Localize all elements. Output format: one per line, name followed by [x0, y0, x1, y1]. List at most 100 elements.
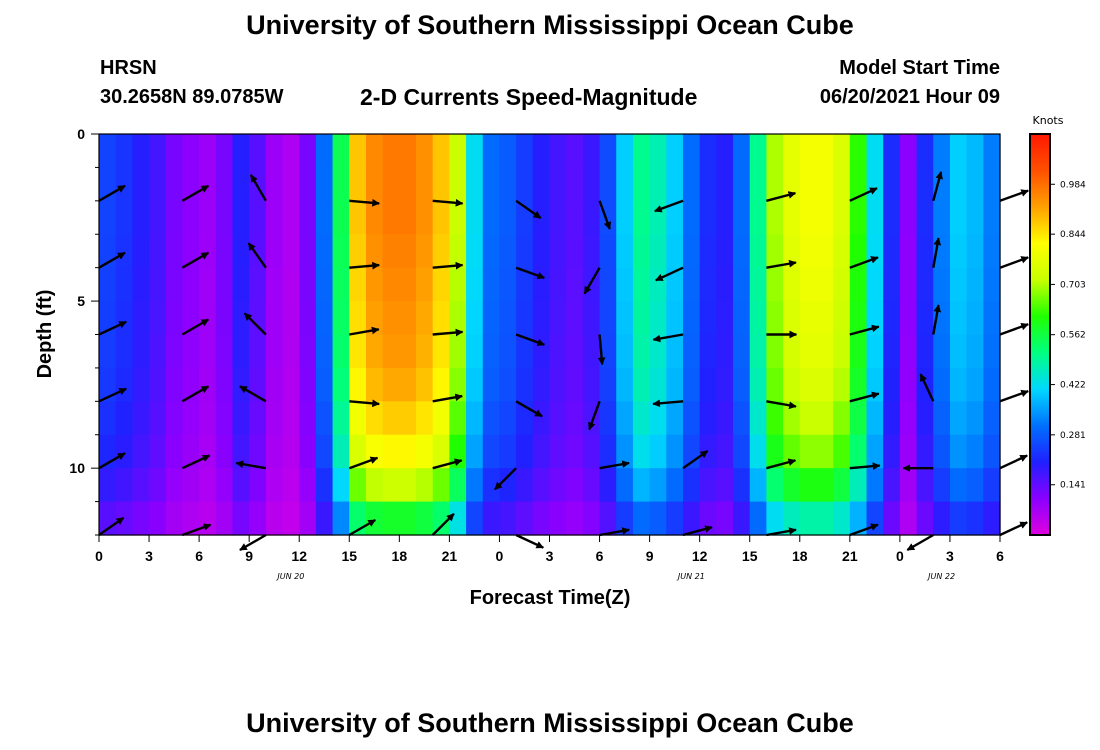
heatmap-cell — [616, 434, 634, 469]
heatmap-cell — [666, 334, 684, 369]
heatmap-cell — [649, 301, 667, 336]
current-vector-arrow — [849, 187, 878, 202]
heatmap-cell — [449, 234, 467, 269]
x-tick-label: 12 — [692, 548, 708, 564]
heatmap-cell — [265, 468, 284, 503]
heatmap-cell — [399, 401, 417, 436]
heatmap-cell — [249, 501, 267, 536]
heatmap-cell — [549, 367, 567, 402]
heatmap-cell — [716, 167, 734, 202]
heatmap-cell — [399, 267, 417, 302]
heatmap-cell — [682, 334, 701, 369]
heatmap-cell — [365, 234, 384, 269]
heatmap-cell — [199, 501, 217, 536]
heatmap-cell — [566, 134, 584, 169]
heatmap-cell — [416, 401, 434, 436]
heatmap-cell — [966, 200, 984, 235]
heatmap-cell — [682, 200, 701, 235]
heatmap-cell — [499, 401, 517, 436]
heatmap-cell — [682, 401, 701, 436]
heatmap-cell — [749, 401, 768, 436]
heatmap-cell — [466, 200, 484, 235]
heatmap-cell — [215, 167, 234, 202]
heatmap-cell — [632, 267, 651, 302]
heatmap-cell — [265, 301, 284, 336]
heatmap-cell — [966, 434, 984, 469]
heatmap-cell — [616, 167, 634, 202]
heatmap-cell — [299, 234, 317, 269]
heatmap-cell — [99, 200, 117, 235]
heatmap-cell — [132, 434, 150, 469]
heatmap-cell — [616, 200, 634, 235]
heatmap-cell — [215, 334, 234, 369]
heatmap-cell — [115, 167, 133, 202]
heatmap-cell — [849, 267, 868, 302]
heatmap-cell — [783, 267, 801, 302]
heatmap-cell — [299, 501, 317, 536]
current-vector-arrow — [766, 259, 797, 269]
heatmap-cell — [282, 167, 300, 202]
heatmap-cell — [799, 468, 818, 503]
x-tick-label: 6 — [996, 548, 1004, 564]
heatmap-cell — [332, 434, 350, 469]
heatmap-cell — [332, 468, 350, 503]
heatmap-cell — [432, 134, 450, 169]
heatmap-cell — [983, 367, 1001, 402]
heatmap-cell — [299, 167, 317, 202]
heatmap-cell — [365, 501, 384, 536]
heatmap-cell — [799, 200, 818, 235]
heatmap-cell — [682, 301, 701, 336]
heatmap-cell — [115, 501, 133, 536]
heatmap-cell — [99, 501, 117, 536]
x-tick-label: 6 — [195, 548, 203, 564]
current-vector-arrow — [431, 512, 455, 536]
heatmap-cell — [632, 301, 651, 336]
heatmap-cell — [566, 200, 584, 235]
heatmap-cell — [165, 134, 184, 169]
heatmap-cell — [549, 167, 567, 202]
heatmap-cell — [349, 167, 367, 202]
heatmap-cell — [933, 468, 951, 503]
heatmap-cell — [866, 501, 884, 536]
current-vector-arrow — [348, 518, 376, 537]
heatmap-cell — [716, 501, 734, 536]
heatmap-cell — [666, 200, 684, 235]
current-vector-arrow — [599, 527, 630, 537]
heatmap-cell — [482, 501, 501, 536]
heatmap-cell — [482, 434, 501, 469]
heatmap-cell — [399, 367, 417, 402]
heatmap-cell — [849, 301, 868, 336]
heatmap-cell — [816, 267, 834, 302]
x-axis: 0 3 6 9 12 15 18 21 0 3 6 9 12 15 18 21 0 3 6 JUN 20 JUN 21 J… — [95, 535, 1004, 581]
heatmap-cell — [632, 234, 651, 269]
heatmap-cell — [332, 267, 350, 302]
heatmap-cell — [716, 301, 734, 336]
heatmap-cell — [466, 434, 484, 469]
heatmap-cell — [699, 434, 717, 469]
heatmap-cell — [582, 134, 601, 169]
current-vector-arrow — [906, 533, 934, 552]
heatmap-cell — [849, 334, 868, 369]
heatmap-cell — [115, 334, 133, 369]
heatmap-cell — [682, 167, 701, 202]
x-tick-label: 21 — [442, 548, 458, 564]
heatmap-cell — [983, 200, 1001, 235]
heatmap-cell — [382, 501, 400, 536]
heatmap-cell — [399, 134, 417, 169]
heatmap-cell — [315, 468, 334, 503]
heatmap-cell — [265, 334, 284, 369]
heatmap-cell — [766, 200, 784, 235]
heatmap-cell — [682, 134, 701, 169]
current-vector-arrow — [348, 456, 379, 470]
heatmap-cell — [265, 401, 284, 436]
heatmap-cell — [499, 501, 517, 536]
heatmap-cell — [532, 334, 551, 369]
heatmap-cell — [332, 401, 350, 436]
heatmap-cell — [649, 234, 667, 269]
heatmap-cell — [165, 468, 184, 503]
x-date-label: JUN 20 — [275, 572, 304, 581]
current-vector-arrow — [349, 399, 380, 408]
heatmap-cell — [833, 301, 851, 336]
heatmap-cell — [616, 234, 634, 269]
